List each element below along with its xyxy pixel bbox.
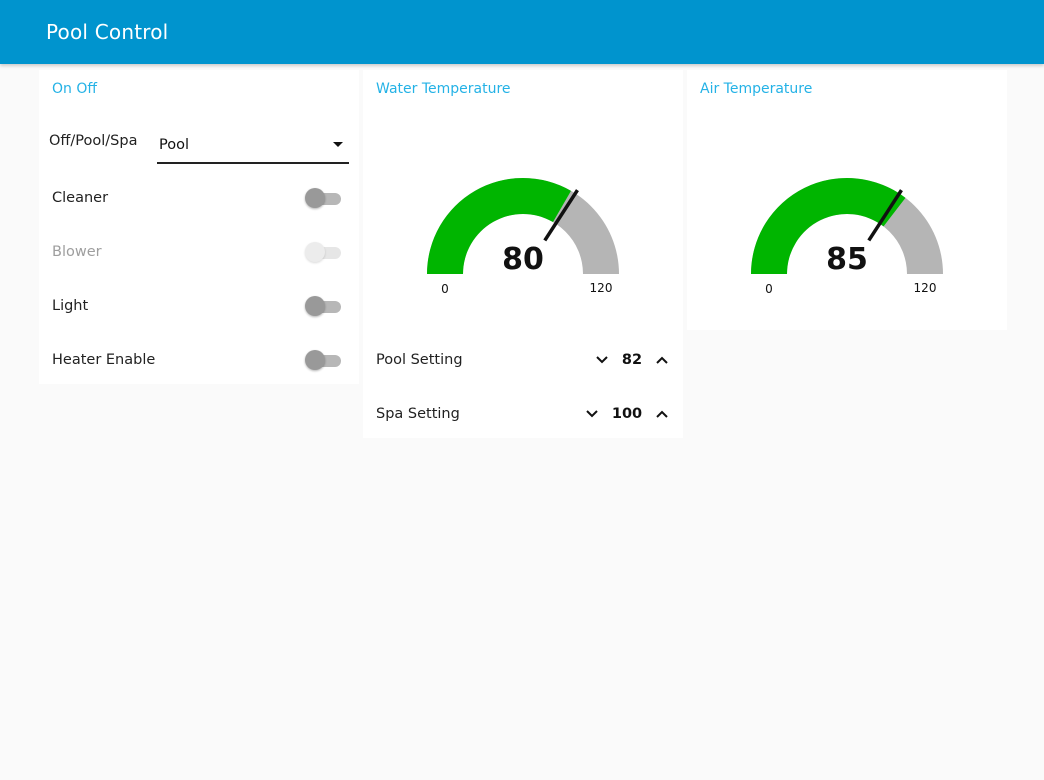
water-gauge-min: 0 xyxy=(441,282,449,296)
heater-enable-label: Heater Enable xyxy=(52,352,156,368)
spa-setting-increase-button[interactable] xyxy=(652,404,672,424)
gauge-fill xyxy=(751,178,906,274)
toggle-thumb xyxy=(305,188,325,208)
on-off-title: On Off xyxy=(52,81,98,97)
light-label: Light xyxy=(52,298,89,314)
chevron-down-icon xyxy=(586,410,598,418)
water-temperature-gauge xyxy=(427,177,619,274)
app-header: Pool Control xyxy=(0,0,1044,64)
spa-setting-decrease-button[interactable] xyxy=(582,404,602,424)
mode-dropdown[interactable]: Pool xyxy=(157,126,349,164)
pool-setting-decrease-button[interactable] xyxy=(592,350,612,370)
air-temperature-title: Air Temperature xyxy=(700,81,813,97)
toggle-thumb xyxy=(305,242,325,262)
caret-down-icon xyxy=(333,142,343,147)
heater-enable-toggle[interactable] xyxy=(305,349,343,371)
light-toggle[interactable] xyxy=(305,295,343,317)
toggle-thumb xyxy=(305,350,325,370)
air-gauge-max: 120 xyxy=(913,281,937,295)
water-temperature-card: Water Temperature 80 0 120 Pool Setting … xyxy=(363,70,683,438)
pool-setting-increase-button[interactable] xyxy=(652,350,672,370)
chevron-up-icon xyxy=(656,410,668,418)
water-temperature-value: 80 xyxy=(502,242,544,277)
on-off-card: On Off Off/Pool/Spa Pool Cleaner Blower … xyxy=(39,70,359,384)
pool-setting-value: 82 xyxy=(621,352,643,368)
cleaner-toggle[interactable] xyxy=(305,187,343,209)
chevron-down-icon xyxy=(596,356,608,364)
gauge-fill xyxy=(427,177,571,274)
cleaner-label: Cleaner xyxy=(52,190,109,206)
blower-toggle[interactable] xyxy=(305,241,343,263)
pool-setting-label: Pool Setting xyxy=(376,352,463,368)
air-temperature-card: Air Temperature 85 0 120 xyxy=(687,70,1007,330)
toggle-thumb xyxy=(305,296,325,316)
mode-dropdown-value: Pool xyxy=(159,137,189,153)
gauge-setpoint-needle xyxy=(543,189,579,242)
mode-label: Off/Pool/Spa xyxy=(49,133,138,149)
blower-label: Blower xyxy=(52,244,102,260)
air-temperature-value: 85 xyxy=(826,242,868,277)
water-gauge-max: 120 xyxy=(589,281,613,295)
water-temperature-title: Water Temperature xyxy=(376,81,511,97)
air-temperature-gauge xyxy=(751,178,943,274)
chevron-up-icon xyxy=(656,356,668,364)
app-title: Pool Control xyxy=(46,20,169,44)
spa-setting-value: 100 xyxy=(611,406,643,422)
air-gauge-min: 0 xyxy=(765,282,773,296)
spa-setting-label: Spa Setting xyxy=(376,406,460,422)
gauge-setpoint-needle xyxy=(867,189,903,242)
